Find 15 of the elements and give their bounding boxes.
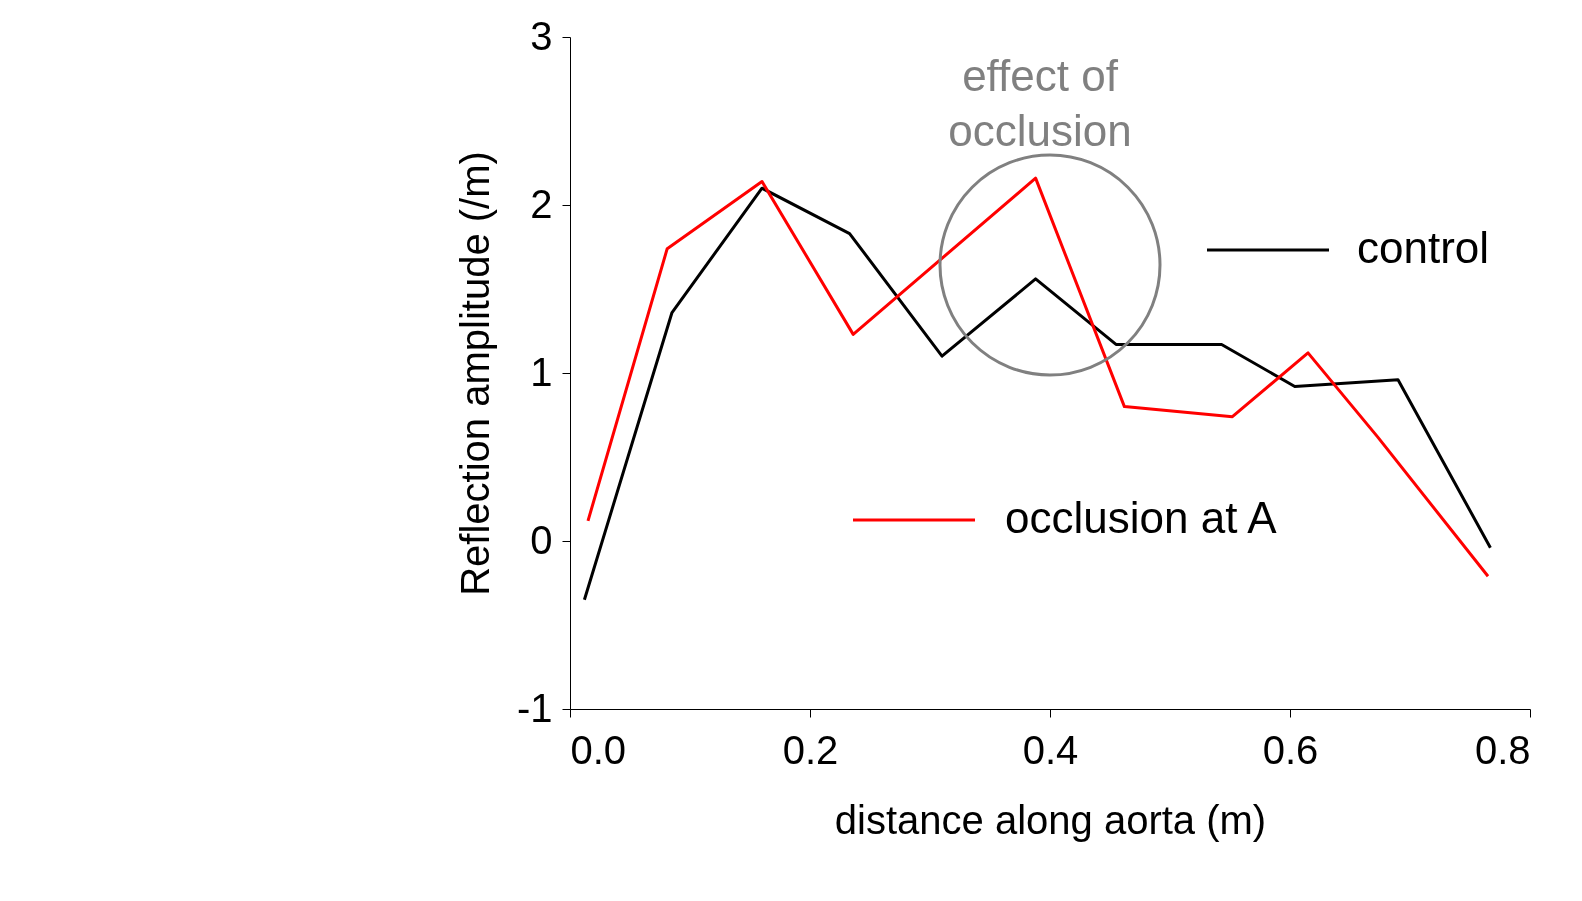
y-tick-label: 2: [530, 181, 553, 226]
x-tick-label: 0.2: [782, 727, 839, 772]
y-tick-label: 0: [530, 517, 553, 562]
legend-label: occlusion at A: [1005, 493, 1278, 542]
annotation: effect of occlusion: [948, 51, 1132, 155]
y-tick-label: -1: [516, 685, 553, 730]
x-tick-label: 0.6: [1262, 727, 1319, 772]
y-axis-title: Reflection amplitude (/m): [452, 151, 497, 596]
y-tick-label: 1: [530, 349, 553, 394]
x-tick-label: 0.8: [1474, 727, 1531, 772]
x-axis-title: distance along aorta (m): [834, 797, 1267, 842]
x-tick-label: 0.0: [570, 727, 627, 772]
y-tick-label: 3: [530, 13, 553, 58]
x-tick-label: 0.4: [1022, 727, 1079, 772]
legend-label: control: [1357, 223, 1490, 272]
